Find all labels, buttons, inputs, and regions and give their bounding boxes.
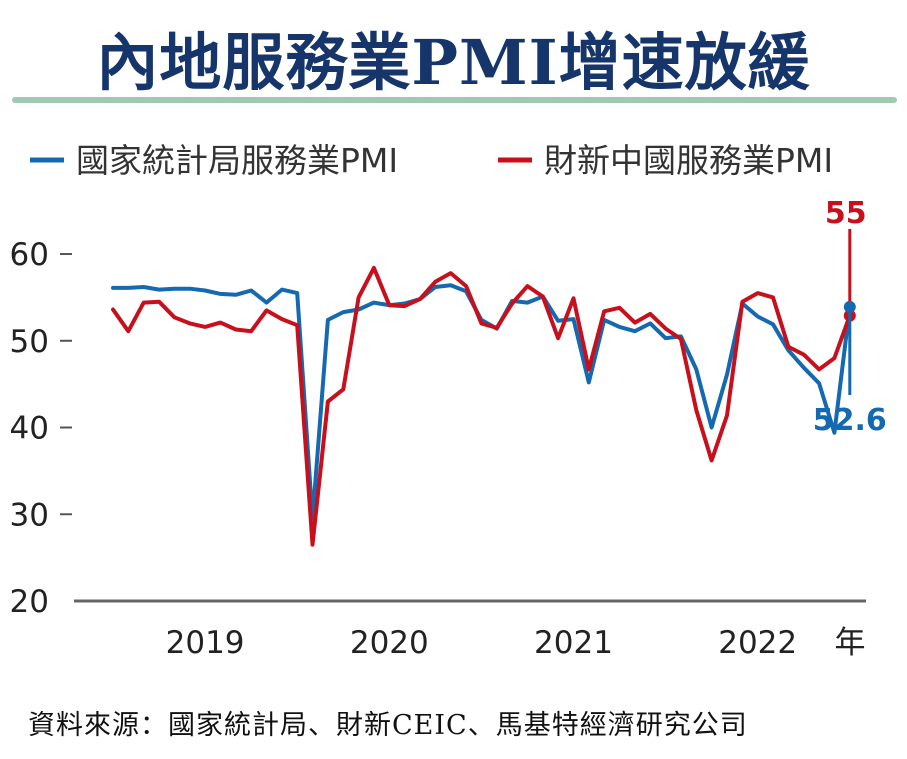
nbs-last-value-label: 52.6 (813, 403, 887, 438)
axes: 20 30 40 50 60 2019 2020 2021 2022 年 (10, 237, 866, 661)
series-lines (111, 265, 852, 547)
source-note: 資料來源：國家統計局、財新CEIC、馬基特經濟研究公司 (28, 710, 748, 741)
x-tick-label: 2021 (534, 625, 613, 661)
nbs-last-point (843, 300, 856, 313)
series-line-caixin (111, 265, 852, 547)
x-axis-unit: 年 (835, 625, 866, 661)
annotations: 55 52.6 (813, 196, 887, 438)
y-tick-label: 20 (10, 584, 49, 620)
y-tick-label: 40 (10, 411, 49, 447)
chart-title: 內地服務業PMI增速放緩 (96, 26, 811, 99)
x-tick-label: 2020 (350, 625, 429, 661)
line-chart: 國家統計局服務業PMI 財新中國服務業PMI 20 30 40 50 60 2019 202… (10, 141, 887, 661)
x-tick-label: 2022 (718, 625, 797, 661)
title-underline (12, 97, 897, 103)
y-tick-label: 60 (10, 237, 49, 273)
legend-label-nbs: 國家統計局服務業PMI (76, 141, 398, 180)
caixin-last-value-label: 55 (825, 196, 867, 231)
legend-label-caixin: 財新中國服務業PMI (544, 141, 833, 180)
y-tick-label: 30 (10, 497, 49, 533)
x-tick-label: 2019 (166, 625, 245, 661)
y-tick-label: 50 (10, 324, 49, 360)
legend: 國家統計局服務業PMI 財新中國服務業PMI (30, 141, 833, 180)
